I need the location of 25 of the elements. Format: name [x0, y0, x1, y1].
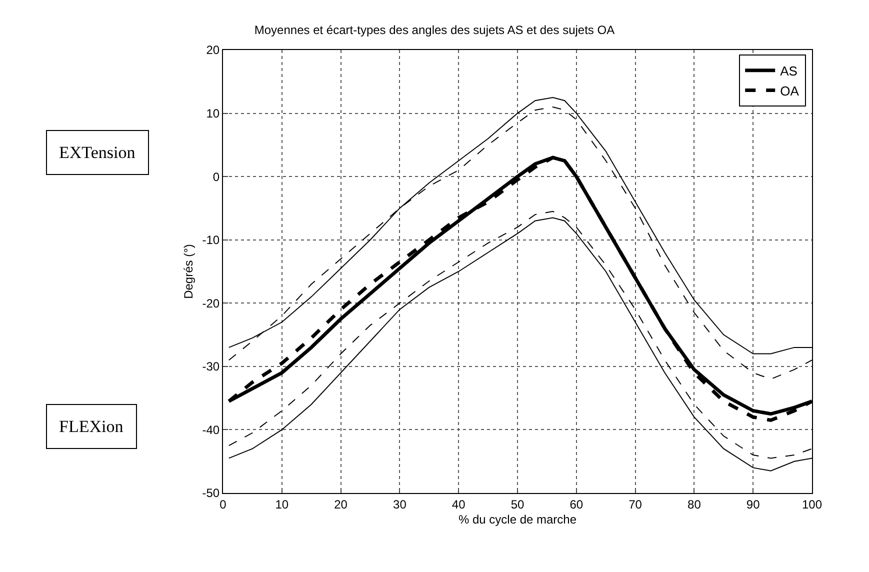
- x-tick-label: 60: [570, 497, 584, 512]
- y-tick-label: 0: [212, 170, 220, 184]
- x-axis-title: % du cycle de marche: [458, 512, 577, 526]
- y-tick-label: -20: [202, 296, 220, 310]
- x-tick-label: 70: [628, 497, 642, 512]
- x-tick-label: 90: [746, 497, 760, 512]
- y-tick-label: -40: [202, 422, 220, 437]
- x-tick-label: 10: [275, 497, 289, 512]
- x-tick-label: 40: [452, 497, 466, 512]
- legend-label: AS: [780, 63, 798, 78]
- x-tick-label: 80: [688, 497, 702, 512]
- y-tick-label: -10: [202, 233, 220, 248]
- y-tick-label: 10: [206, 106, 220, 120]
- x-tick-label: 30: [393, 497, 407, 512]
- x-tick-label: 50: [510, 497, 524, 512]
- legend-label: OA: [780, 83, 800, 98]
- text: EXTension: [59, 143, 136, 162]
- y-tick-label: -30: [202, 360, 220, 374]
- chart-title: Moyennes et écart-types des angles des sujets AS et des sujets OA: [254, 23, 615, 38]
- x-tick-label: 20: [334, 497, 348, 512]
- text: FLEXion: [59, 417, 124, 436]
- y-tick-label: 20: [206, 43, 220, 58]
- y-axis-title: Degrés (°): [182, 244, 196, 299]
- x-tick-label: 100: [802, 497, 822, 512]
- y-tick-label: -50: [202, 486, 220, 500]
